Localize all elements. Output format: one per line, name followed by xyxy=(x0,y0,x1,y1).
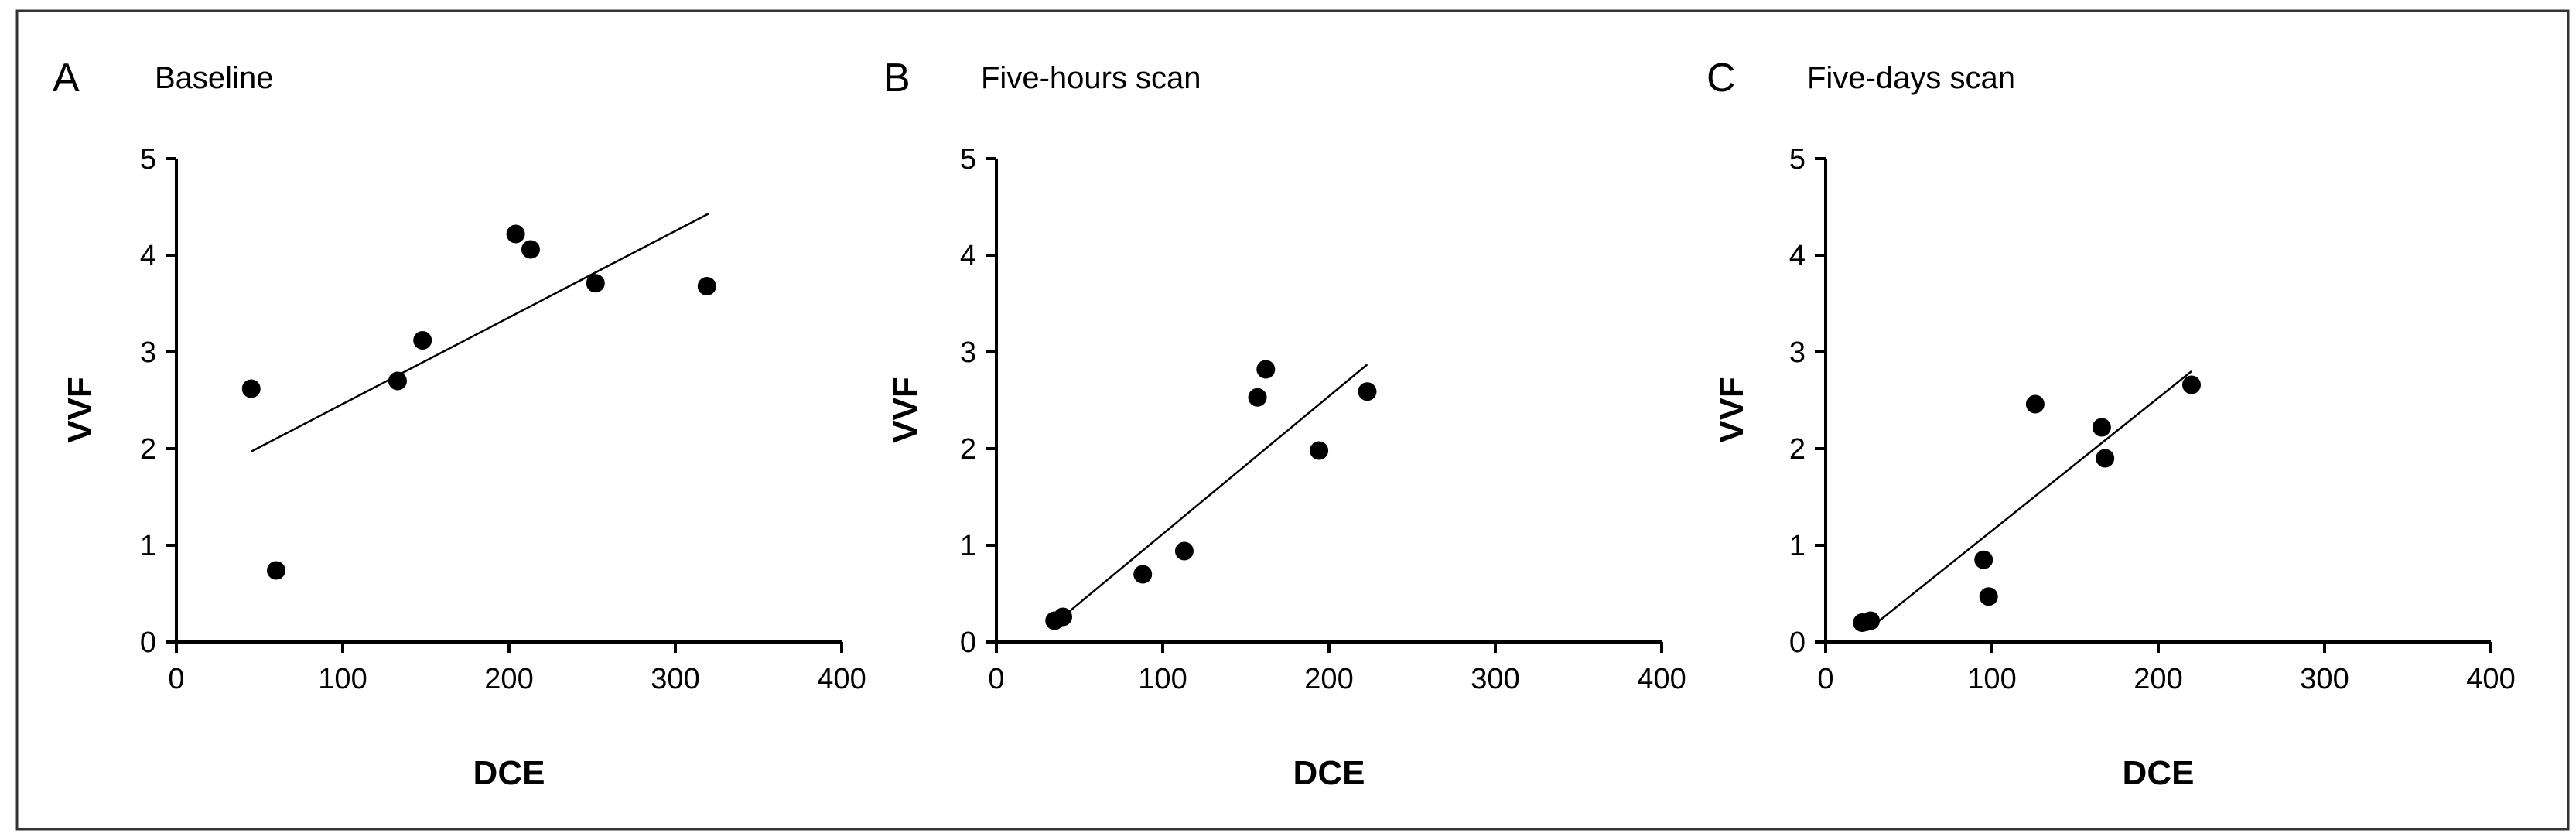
data-point xyxy=(2092,418,2111,437)
ticks: 0 100 200 300 400 0 1 2 3 4 5 xyxy=(960,143,1686,695)
x-tick-label: 0 xyxy=(168,663,184,695)
x-tick-label: 0 xyxy=(1817,663,1833,695)
data-point xyxy=(1861,611,1881,630)
y-axis-title: VVF xyxy=(887,377,924,443)
x-tick-label: 100 xyxy=(1967,663,2016,695)
data-point xyxy=(267,561,285,580)
y-tick-label: 2 xyxy=(140,433,156,466)
data-point xyxy=(413,331,432,350)
axes xyxy=(1824,159,2491,644)
y-tick-label: 4 xyxy=(1789,240,1806,272)
x-tick-label: 0 xyxy=(988,663,1004,695)
y-tick-label: 1 xyxy=(960,530,976,562)
x-tick-label: 300 xyxy=(1471,663,1519,695)
x-tick-label: 400 xyxy=(2466,663,2515,695)
y-tick-label: 1 xyxy=(140,530,156,562)
data-point xyxy=(1358,382,1377,401)
fit xyxy=(251,213,709,452)
y-tick-label: 5 xyxy=(1789,143,1806,176)
data-point xyxy=(2096,449,2115,468)
y-tick-label: 0 xyxy=(140,627,156,659)
data-point xyxy=(506,224,525,244)
panel-title: Five-days scan xyxy=(1807,61,2015,95)
data-point xyxy=(241,379,261,398)
axes xyxy=(175,159,842,644)
data-point xyxy=(2025,394,2045,414)
data-point xyxy=(1174,541,1194,561)
panel-title: Baseline xyxy=(155,61,273,95)
x-tick-label: 100 xyxy=(1138,663,1187,695)
data-point xyxy=(388,371,407,391)
data-point xyxy=(1248,388,1267,407)
points xyxy=(241,224,716,580)
panel-c: C Five-days scan VVF DCE 0 100 200 300 400 0 1… xyxy=(1707,56,2516,792)
y-tick-label: 3 xyxy=(140,336,156,369)
y-tick-label: 2 xyxy=(960,433,976,466)
panel-b: B Five-hours scan VVF DCE 0 100 200 300 4000… xyxy=(883,56,1686,792)
panel-title: Five-hours scan xyxy=(981,61,1201,95)
axes xyxy=(995,159,1662,644)
x-tick-label: 200 xyxy=(484,663,533,695)
y-tick-label: 5 xyxy=(140,143,156,176)
ticks: 0 100 200 300 400 0 1 2 3 4 5 xyxy=(140,143,866,695)
data-point xyxy=(1133,565,1153,584)
panel-letter: B xyxy=(883,56,910,101)
data-point xyxy=(2182,375,2201,394)
data-point xyxy=(586,274,605,293)
y-tick-label: 5 xyxy=(960,143,976,176)
y-tick-label: 3 xyxy=(1789,336,1806,369)
panel-a: A Baseline VVF DCE 0 100 200 300 400 0 1 2 3 4 5 xyxy=(53,56,866,792)
regression-line xyxy=(1054,364,1368,625)
panel-letter: A xyxy=(53,56,80,101)
regression-line xyxy=(1866,370,2192,631)
data-point xyxy=(521,240,540,259)
fit xyxy=(1054,364,1368,625)
x-tick-label: 200 xyxy=(2134,663,2182,695)
points xyxy=(1853,375,2201,632)
y-tick-label: 2 xyxy=(1789,433,1806,466)
data-point xyxy=(697,277,716,295)
data-point xyxy=(1256,360,1276,379)
y-tick-label: 0 xyxy=(960,627,976,659)
data-point xyxy=(1310,441,1329,460)
x-tick-label: 200 xyxy=(1304,663,1353,695)
x-tick-label: 400 xyxy=(1637,663,1686,695)
x-axis-title: DCE xyxy=(2123,754,2195,792)
regression-line xyxy=(251,213,709,452)
data-point xyxy=(1974,550,1993,569)
ticks: 0 100 200 300 400 0 1 2 3 4 5 xyxy=(1789,143,2516,695)
figure-frame xyxy=(15,9,2570,831)
y-tick-label: 4 xyxy=(960,240,976,272)
y-tick-label: 4 xyxy=(140,240,156,272)
x-tick-label: 300 xyxy=(651,663,699,695)
y-axis-title: VVF xyxy=(1713,377,1751,443)
x-tick-label: 400 xyxy=(817,663,866,695)
y-tick-label: 0 xyxy=(1789,627,1806,659)
x-axis-title: DCE xyxy=(1293,754,1365,792)
x-axis-title: DCE xyxy=(473,754,545,792)
y-tick-label: 1 xyxy=(1789,530,1806,562)
points xyxy=(1045,360,1377,630)
panel-letter: C xyxy=(1707,56,1736,101)
fit xyxy=(1866,370,2192,631)
x-tick-label: 100 xyxy=(318,663,367,695)
x-tick-label: 300 xyxy=(2300,663,2349,695)
data-point xyxy=(1979,587,1998,606)
data-point xyxy=(1054,607,1072,627)
y-tick-label: 3 xyxy=(960,336,976,369)
y-axis-title: VVF xyxy=(61,377,99,443)
